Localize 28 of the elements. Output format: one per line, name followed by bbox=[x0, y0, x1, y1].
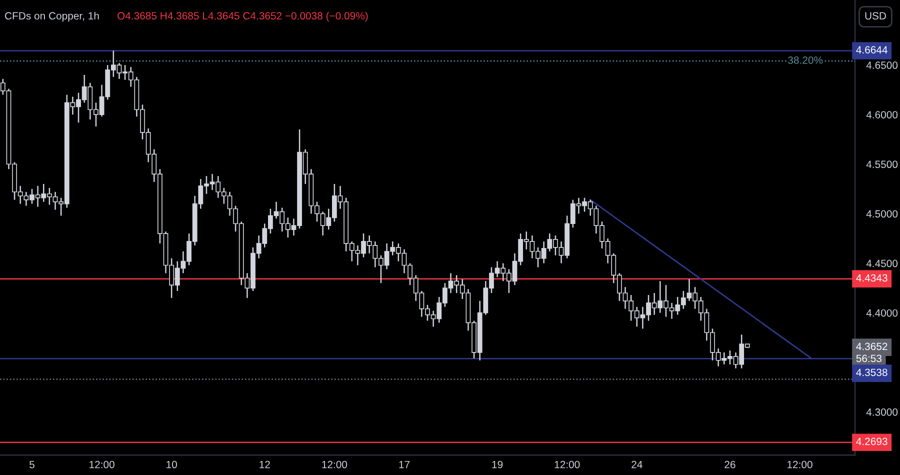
y-tick-label: 4.6000 bbox=[866, 111, 898, 118]
x-tick-label: 12:00 bbox=[322, 460, 348, 468]
text: CFDs on Copper, 1h bbox=[5, 12, 99, 22]
ref-line-label: 4.4343 bbox=[856, 274, 888, 282]
annotation: 38.20% bbox=[788, 56, 823, 64]
x-tick-label: 10 bbox=[166, 460, 177, 468]
ref-line-label: 4.2693 bbox=[856, 438, 888, 446]
x-tick-label: 17 bbox=[399, 460, 410, 468]
y-tick-label: 4.4000 bbox=[866, 309, 898, 317]
y-tick-label: 4.4500 bbox=[866, 260, 898, 268]
x-tick-label: 12:00 bbox=[554, 460, 580, 468]
y-tick-label: 4.5000 bbox=[866, 210, 898, 218]
ref-line-label: 4.3538 bbox=[856, 368, 888, 376]
text: 4.3652 bbox=[856, 342, 888, 350]
text: 56:53 bbox=[856, 354, 882, 362]
x-tick-label: 26 bbox=[724, 460, 736, 468]
x-tick-label: 24 bbox=[632, 460, 642, 468]
y-tick-label: 4.5500 bbox=[866, 160, 898, 168]
ref-line-label: 4.6644 bbox=[856, 46, 888, 54]
y-tick-label: 4.6500 bbox=[866, 62, 898, 69]
text: O4.3685 H4.3685 L4.3645 C4.3652 −0.0038 (−0.09%) bbox=[117, 12, 368, 22]
x-tick-label: 19 bbox=[492, 460, 503, 468]
text: USD bbox=[865, 12, 886, 20]
x-tick-label: 12 bbox=[260, 460, 270, 468]
x-tick-label: 12:00 bbox=[788, 460, 812, 468]
y-tick-label: 4.3000 bbox=[866, 408, 898, 416]
x-tick-label: 5 bbox=[30, 460, 34, 468]
x-tick-label: 12:00 bbox=[90, 460, 114, 468]
